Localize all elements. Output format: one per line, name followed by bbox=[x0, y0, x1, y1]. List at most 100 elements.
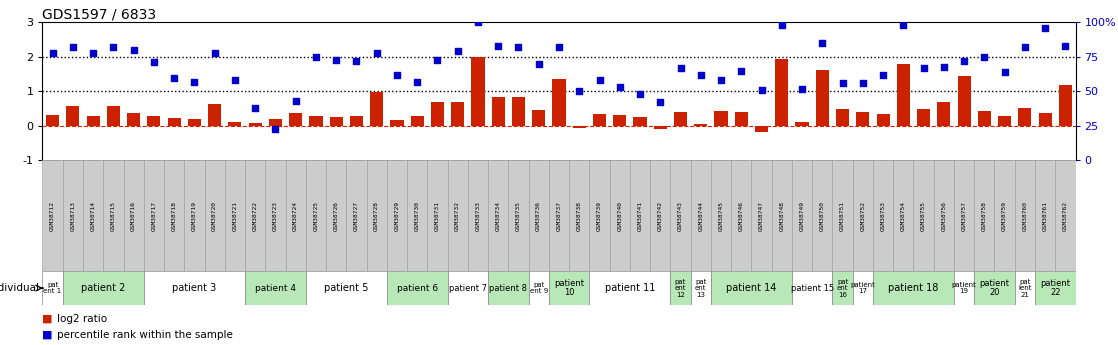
FancyBboxPatch shape bbox=[549, 160, 569, 271]
FancyBboxPatch shape bbox=[954, 271, 974, 305]
Text: GSM38721: GSM38721 bbox=[233, 201, 237, 230]
Bar bbox=[228, 122, 241, 126]
Point bbox=[894, 22, 912, 28]
FancyBboxPatch shape bbox=[42, 271, 63, 305]
Point bbox=[408, 79, 426, 85]
Bar bbox=[634, 117, 646, 126]
Point bbox=[470, 20, 487, 25]
Bar bbox=[978, 111, 991, 126]
Text: GSM38751: GSM38751 bbox=[840, 201, 845, 230]
FancyBboxPatch shape bbox=[407, 160, 427, 271]
FancyBboxPatch shape bbox=[711, 160, 731, 271]
Point bbox=[874, 72, 892, 78]
Bar bbox=[552, 79, 566, 126]
Point bbox=[388, 72, 406, 78]
Point bbox=[428, 57, 446, 62]
FancyBboxPatch shape bbox=[205, 160, 225, 271]
Text: GSM38722: GSM38722 bbox=[253, 201, 257, 230]
Point bbox=[530, 61, 548, 67]
Point bbox=[610, 85, 628, 90]
FancyBboxPatch shape bbox=[42, 160, 63, 271]
FancyBboxPatch shape bbox=[893, 160, 913, 271]
Point bbox=[975, 54, 993, 60]
FancyBboxPatch shape bbox=[651, 160, 671, 271]
Point bbox=[732, 68, 750, 73]
Text: patient 14: patient 14 bbox=[727, 283, 777, 293]
FancyBboxPatch shape bbox=[792, 160, 812, 271]
Point bbox=[226, 78, 244, 83]
FancyBboxPatch shape bbox=[489, 271, 529, 305]
Text: patient
22: patient 22 bbox=[1040, 279, 1070, 297]
Text: GSM38737: GSM38737 bbox=[557, 201, 561, 230]
Text: pat
ent
16: pat ent 16 bbox=[837, 278, 849, 298]
Text: GSM38738: GSM38738 bbox=[577, 201, 581, 230]
Bar bbox=[268, 119, 282, 126]
Bar bbox=[1059, 85, 1072, 126]
Bar bbox=[532, 110, 546, 126]
Bar bbox=[613, 115, 626, 126]
Bar bbox=[248, 123, 262, 126]
Text: GSM38733: GSM38733 bbox=[475, 201, 481, 230]
Bar bbox=[492, 97, 505, 126]
FancyBboxPatch shape bbox=[63, 271, 144, 305]
FancyBboxPatch shape bbox=[569, 160, 589, 271]
Point bbox=[328, 57, 345, 62]
Bar bbox=[330, 117, 343, 126]
Point bbox=[286, 98, 304, 104]
Bar bbox=[188, 119, 201, 126]
Text: GSM38739: GSM38739 bbox=[597, 201, 601, 230]
FancyBboxPatch shape bbox=[873, 271, 954, 305]
FancyBboxPatch shape bbox=[63, 160, 83, 271]
Text: GSM38754: GSM38754 bbox=[901, 201, 906, 230]
Text: GSM38730: GSM38730 bbox=[415, 201, 419, 230]
Point bbox=[104, 45, 122, 50]
FancyBboxPatch shape bbox=[529, 160, 549, 271]
Point bbox=[64, 45, 82, 50]
Point bbox=[246, 105, 264, 111]
Text: GSM38749: GSM38749 bbox=[799, 201, 805, 230]
Text: GSM38745: GSM38745 bbox=[719, 201, 723, 230]
Point bbox=[490, 43, 508, 49]
Point bbox=[752, 87, 770, 93]
Text: GSM38742: GSM38742 bbox=[657, 201, 663, 230]
Text: GSM38715: GSM38715 bbox=[111, 201, 116, 230]
Text: GSM38743: GSM38743 bbox=[678, 201, 683, 230]
Text: GSM38760: GSM38760 bbox=[1022, 201, 1027, 230]
Text: GSM38746: GSM38746 bbox=[739, 201, 743, 230]
FancyBboxPatch shape bbox=[326, 160, 347, 271]
Text: pat
ient
21: pat ient 21 bbox=[1018, 278, 1032, 298]
Text: GSM38756: GSM38756 bbox=[941, 201, 946, 230]
Bar bbox=[654, 126, 666, 129]
FancyBboxPatch shape bbox=[144, 271, 245, 305]
FancyBboxPatch shape bbox=[144, 160, 164, 271]
Text: pat
ent
13: pat ent 13 bbox=[695, 278, 707, 298]
FancyBboxPatch shape bbox=[1035, 271, 1076, 305]
FancyBboxPatch shape bbox=[1055, 160, 1076, 271]
Text: GSM38748: GSM38748 bbox=[779, 201, 785, 230]
Point bbox=[672, 65, 690, 71]
Text: patient
19: patient 19 bbox=[951, 282, 976, 294]
Text: GSM38753: GSM38753 bbox=[881, 201, 885, 230]
Point bbox=[570, 89, 588, 94]
Point bbox=[165, 75, 183, 80]
Text: GDS1597 / 6833: GDS1597 / 6833 bbox=[42, 7, 157, 21]
FancyBboxPatch shape bbox=[833, 271, 853, 305]
FancyBboxPatch shape bbox=[771, 160, 792, 271]
Bar bbox=[593, 114, 606, 126]
Text: GSM38747: GSM38747 bbox=[759, 201, 764, 230]
Bar bbox=[452, 102, 464, 126]
FancyBboxPatch shape bbox=[467, 160, 489, 271]
Bar bbox=[572, 126, 586, 128]
Point bbox=[550, 45, 568, 50]
Point bbox=[793, 86, 811, 91]
Bar bbox=[796, 122, 808, 126]
Text: GSM38726: GSM38726 bbox=[333, 201, 339, 230]
FancyBboxPatch shape bbox=[691, 160, 711, 271]
Bar bbox=[877, 114, 890, 126]
Text: GSM38752: GSM38752 bbox=[861, 201, 865, 230]
FancyBboxPatch shape bbox=[367, 160, 387, 271]
Point bbox=[692, 72, 710, 78]
Point bbox=[773, 22, 790, 28]
Text: pat
ent 1: pat ent 1 bbox=[44, 282, 61, 294]
FancyBboxPatch shape bbox=[833, 160, 853, 271]
